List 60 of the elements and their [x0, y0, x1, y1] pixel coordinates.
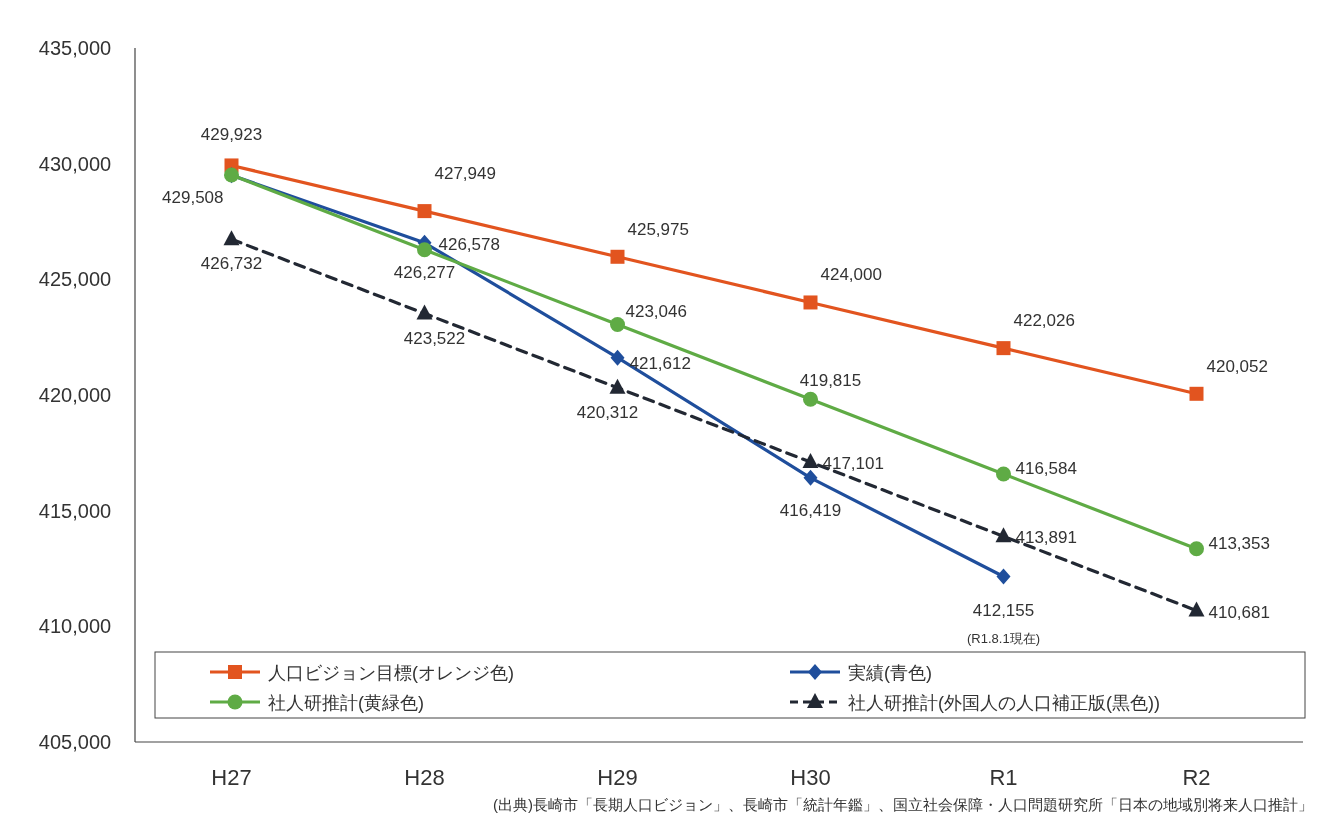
point: [802, 453, 819, 469]
data-label: 423,046: [625, 301, 687, 321]
data-label: 410,681: [1208, 602, 1270, 622]
y-tick-label: 430,000: [38, 152, 112, 175]
legend-label: 社人研推計(黄緑色): [268, 693, 424, 713]
data-label: 426,578: [438, 234, 500, 254]
point: [223, 230, 240, 246]
text: (出典)長崎市「長期人口ビジョン」、長崎市「統計年鑑」、国立社会保障・人口問題研究所「日本の地域別将来人口推計」: [493, 796, 1313, 813]
legend-label: 実績(青色): [848, 663, 932, 683]
data-label: 423,522: [403, 328, 466, 348]
y-tick-label: 425,000: [38, 268, 112, 291]
data-label: 422,026: [1013, 311, 1075, 331]
x-tick-label: R1: [989, 765, 1018, 790]
point: [417, 242, 432, 258]
data-label: 426,732: [200, 254, 263, 274]
point: [609, 378, 626, 394]
point: [610, 249, 625, 264]
point: [1188, 601, 1205, 617]
data-label: 425,975: [627, 219, 689, 239]
y-tick-label: 405,000: [38, 731, 112, 753]
data-label: 416,584: [1015, 459, 1077, 479]
point: [610, 317, 625, 333]
point: [803, 391, 818, 407]
point: [417, 204, 432, 219]
x-tick-label: R2: [1182, 765, 1211, 790]
data-label: 426,277: [393, 262, 456, 282]
point: [803, 295, 818, 310]
data-label: 429,508: [162, 188, 224, 208]
x-tick-label: H28: [404, 765, 445, 790]
y-tick-label: 420,000: [38, 384, 112, 406]
legend-label: 社人研推計(外国人の人口補正版(黒色)): [848, 693, 1160, 713]
data-label: 412,155: [972, 601, 1035, 621]
data-label: 427,949: [434, 164, 496, 184]
data-label: 421,612: [629, 353, 691, 373]
point: [996, 466, 1011, 482]
point: [416, 304, 433, 320]
data-label: 429,923: [200, 125, 263, 145]
data-label: 413,353: [1208, 533, 1270, 553]
data-label: 419,815: [799, 371, 862, 391]
annotation: (R1.8.1現在): [967, 631, 1040, 646]
data-label: 413,891: [1015, 528, 1077, 548]
data-label: 420,312: [576, 402, 639, 422]
point: [995, 527, 1012, 543]
y-tick-label: 435,000: [38, 37, 112, 59]
point: [1189, 541, 1204, 557]
point: [996, 568, 1011, 585]
y-tick-label: 415,000: [38, 499, 112, 522]
x-tick-label: H29: [597, 765, 638, 790]
point: [1189, 386, 1204, 401]
y-tick-label: 410,000: [38, 615, 112, 638]
point: [803, 469, 818, 486]
data-label: 416,419: [779, 500, 842, 520]
data-label: 417,101: [822, 454, 884, 474]
x-tick-label: H27: [211, 765, 252, 790]
point: [996, 341, 1011, 356]
data-label: 424,000: [820, 265, 882, 285]
legend-label: 人口ビジョン目標(オレンジ色): [268, 663, 514, 683]
x-tick-label: H30: [790, 765, 831, 790]
point: [610, 349, 625, 366]
data-label: 420,052: [1206, 356, 1268, 376]
